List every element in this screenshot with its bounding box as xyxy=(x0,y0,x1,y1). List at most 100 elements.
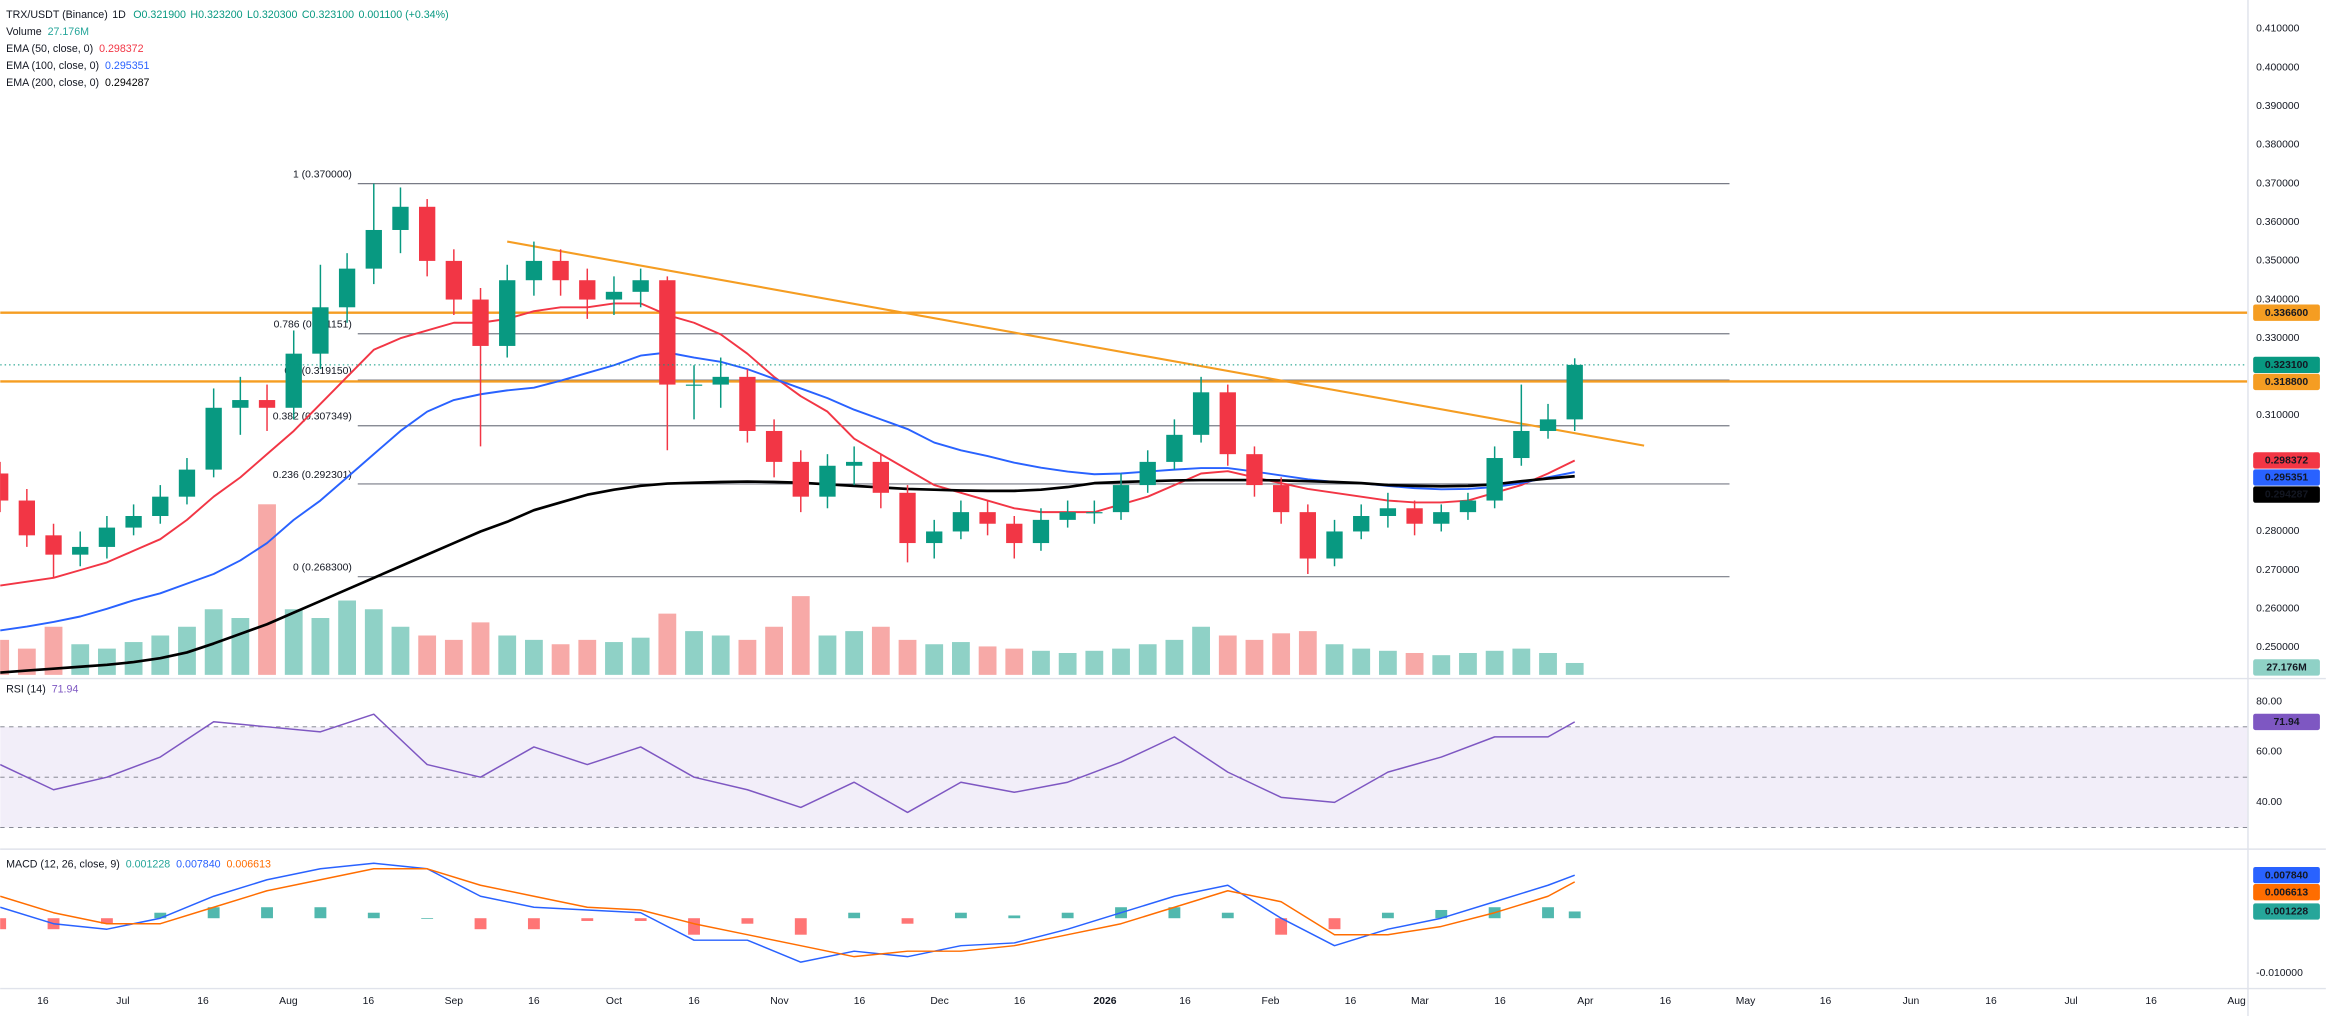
y-tick-label: 0.360000 xyxy=(2256,217,2300,228)
x-tick-label: Nov xyxy=(770,996,789,1007)
volume-bar xyxy=(1112,648,1130,675)
price-tag xyxy=(2253,884,2320,901)
candle-body xyxy=(1353,516,1370,532)
candle-body xyxy=(579,280,596,300)
candle-body xyxy=(18,500,36,536)
volume-bar xyxy=(765,626,783,675)
candle-body xyxy=(525,260,543,281)
y-tick-label: 0.270000 xyxy=(2256,565,2300,576)
x-tick-label: 16 xyxy=(854,996,866,1007)
candle-body xyxy=(1192,392,1210,435)
candle-body xyxy=(552,260,569,281)
legend-value: 0.007840 xyxy=(176,859,221,871)
volume-bar xyxy=(1085,650,1104,675)
price-tag-label: 0.318800 xyxy=(2265,377,2309,388)
volume-bar xyxy=(1032,650,1050,675)
x-tick-label: Aug xyxy=(2227,996,2246,1007)
candle-body xyxy=(285,353,302,408)
ema-line xyxy=(0,474,1575,674)
macd-histogram-bar xyxy=(581,918,594,921)
price-tag xyxy=(2253,713,2320,731)
x-tick-label: 16 xyxy=(197,996,209,1007)
candle-body xyxy=(659,280,676,385)
candle-body xyxy=(472,299,489,346)
volume-bar xyxy=(578,639,597,675)
volume-bar xyxy=(1192,626,1210,675)
volume-bar xyxy=(685,631,703,675)
macd-histogram-bar xyxy=(1221,912,1234,919)
volume-bar xyxy=(1165,639,1184,675)
price-tag xyxy=(2253,356,2320,374)
candle-body xyxy=(605,291,623,300)
macd-histogram-bar xyxy=(1568,911,1581,919)
price-tag xyxy=(2253,866,2320,884)
volume-bar xyxy=(1298,631,1317,675)
macd-histogram-bar xyxy=(901,918,914,924)
macd-line xyxy=(0,862,1575,963)
y-tick-label: -0.010000 xyxy=(2256,968,2303,979)
volume-bar xyxy=(1218,635,1237,675)
candle-body xyxy=(1459,500,1477,513)
x-tick-label: Sep xyxy=(445,996,464,1007)
volume-bar xyxy=(44,626,63,675)
price-tag-label: 0.336600 xyxy=(2265,308,2309,319)
volume-bar xyxy=(71,644,90,675)
candle-body xyxy=(445,260,463,300)
x-tick-label: 16 xyxy=(688,996,700,1007)
candle-body xyxy=(792,461,809,497)
candle-body xyxy=(926,531,943,544)
candle-body xyxy=(1086,512,1103,514)
legend-value: 27.176M xyxy=(48,26,89,38)
price-tag xyxy=(2253,469,2320,486)
rsi-legend: RSI (14) 71.94 xyxy=(6,684,78,696)
price-tags: 27.176M 0.336600 0.318800 0.298372 0.295351 0… xyxy=(2253,304,2320,920)
macd-histogram-bar xyxy=(1381,912,1394,919)
legend-value: 0.001228 xyxy=(126,859,171,871)
macd-histogram-bar xyxy=(1328,918,1341,930)
volume-bar xyxy=(738,639,757,675)
interval: 1D xyxy=(112,9,126,21)
candle-body xyxy=(419,206,436,261)
legend-value: 71.94 xyxy=(52,684,79,696)
candle-body xyxy=(1513,430,1530,459)
volume-bar xyxy=(658,613,677,675)
volume-bar xyxy=(551,644,570,675)
volume-bar xyxy=(1432,655,1451,675)
volume-bar xyxy=(418,635,437,675)
x-tick-label: Aug xyxy=(279,996,298,1007)
volume-bar xyxy=(952,642,970,675)
volume-bar xyxy=(871,626,890,675)
y-tick-label: 80.00 xyxy=(2256,696,2282,707)
candle-body xyxy=(739,376,756,431)
candle-body xyxy=(1299,512,1316,559)
candle-body xyxy=(1272,485,1290,513)
signal-line xyxy=(0,868,1576,958)
candle-body xyxy=(1166,434,1183,462)
fib-label: 0.382 (0.307349) xyxy=(273,412,352,423)
candle-body xyxy=(312,307,329,354)
ema-legend: EMA (50, close, 0) 0.298372 xyxy=(6,43,144,55)
price-tag-label: 0.295351 xyxy=(2265,473,2309,484)
candle-body xyxy=(1059,512,1076,520)
y-tick-label: 0.400000 xyxy=(2256,62,2300,73)
ema-line xyxy=(0,351,1575,632)
price-tag xyxy=(2253,304,2320,321)
volume-bar xyxy=(1005,648,1024,675)
volume-bar xyxy=(311,618,330,675)
volume-legend: Volume 27.176M xyxy=(6,26,89,38)
volume-bar xyxy=(124,642,143,675)
volume-bar xyxy=(498,635,517,675)
x-tick-label: 16 xyxy=(1820,996,1832,1007)
candle-body xyxy=(952,512,970,532)
volume-bar xyxy=(925,644,944,675)
x-tick-label: 16 xyxy=(1014,996,1026,1007)
plot-area: 1 (0.370000)0.786 (0.331151)0.5 (0.31915… xyxy=(0,169,2248,963)
legend-label: EMA (200, close, 0) xyxy=(6,77,99,89)
candle-body xyxy=(1246,454,1263,486)
volume-bar xyxy=(711,635,730,675)
macd-histogram-bar xyxy=(1275,918,1288,935)
candle-body xyxy=(1379,508,1397,517)
volume-bar xyxy=(151,635,170,675)
y-tick-label: 0.350000 xyxy=(2256,256,2300,267)
